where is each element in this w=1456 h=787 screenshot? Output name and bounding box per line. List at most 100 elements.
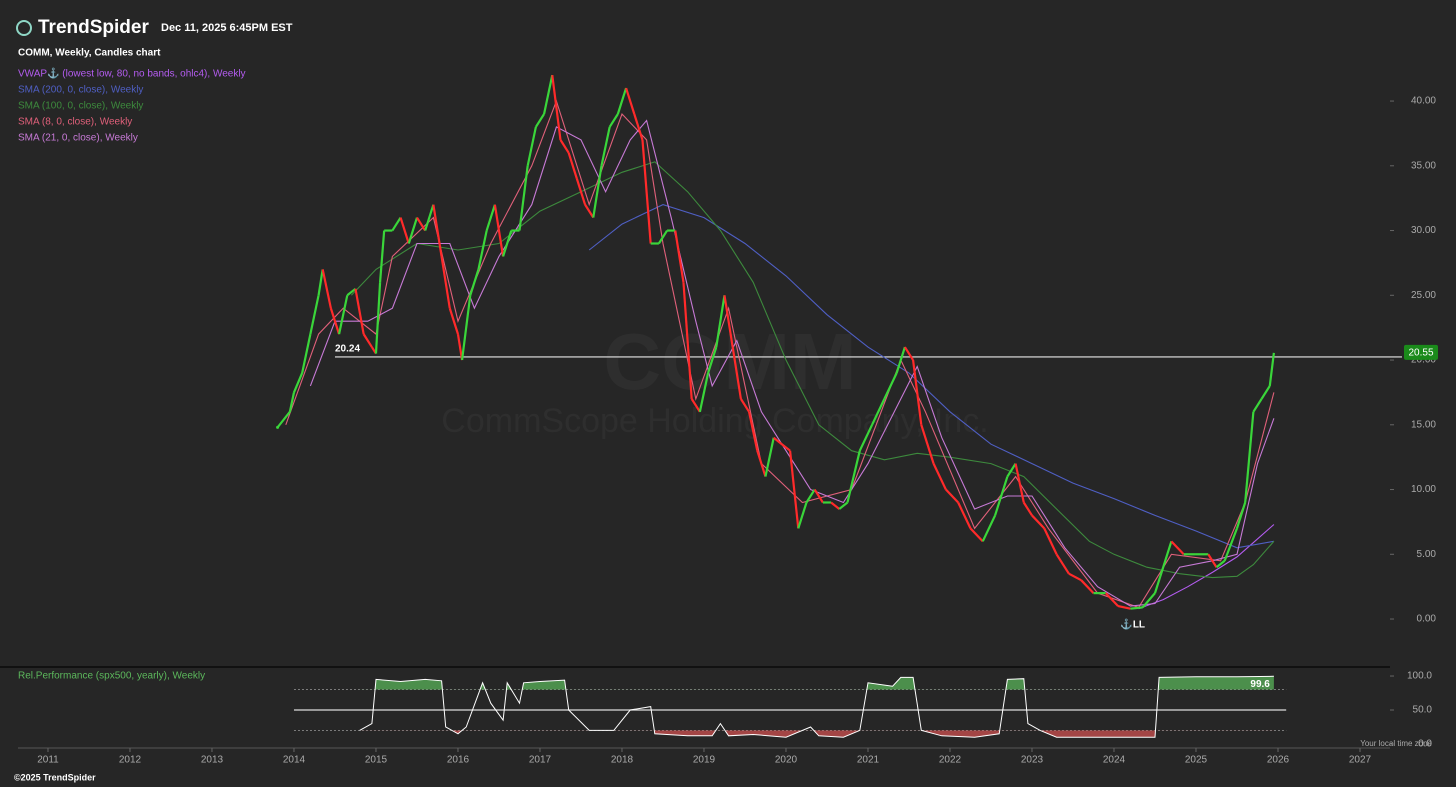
price-segment: [781, 443, 791, 452]
x-tick-label: 2020: [775, 755, 798, 766]
price-segment: [1080, 579, 1095, 594]
price-segment: [432, 204, 443, 257]
indicator-line: [309, 119, 1275, 607]
price-segment: [748, 411, 759, 451]
price-segment: [543, 74, 554, 115]
price-segment: [354, 288, 365, 335]
price-segment: [920, 424, 935, 464]
y-tick-label: 5.00: [1417, 549, 1437, 560]
price-segment: [1223, 527, 1239, 562]
y-tick-label: 25.00: [1411, 290, 1436, 301]
price-segment: [682, 282, 693, 399]
price-segment: [969, 527, 984, 543]
price-segment: [657, 229, 669, 245]
x-tick-label: 2011: [37, 755, 59, 766]
y-tick-label: 30.00: [1411, 225, 1436, 236]
price-segment: [374, 282, 382, 354]
watermark-name: CommScope Holding Company, Inc.: [441, 402, 988, 440]
price-segment: [1031, 514, 1046, 530]
x-tick-label: 2013: [201, 755, 224, 766]
timestamp: Dec 11, 2025 6:45PM EST: [161, 22, 293, 34]
y-tick-label: 100.0: [1407, 671, 1432, 682]
last-price-badge: [1404, 344, 1438, 360]
price-segment: [674, 230, 685, 283]
price-segment: [772, 436, 783, 446]
price-segment: [551, 75, 562, 141]
legend-entry: VWAP⚓ (lowest low, 80, no bands, ohlc4),…: [18, 67, 246, 80]
last-price-label: 20.55: [1408, 348, 1433, 359]
price-segment: [957, 502, 972, 529]
price-segment: [399, 217, 410, 244]
price-segment: [526, 126, 537, 167]
price-segment: [301, 333, 312, 374]
price-segment: [723, 295, 734, 348]
annotation: ⚓LL: [1120, 617, 1145, 630]
copyright: ©2025 TrendSpider: [14, 772, 96, 782]
price-segment: [1104, 592, 1119, 607]
price-segment: [1170, 540, 1185, 556]
price-segment: [616, 87, 628, 115]
price-segment: [485, 204, 496, 231]
price-segment: [981, 514, 997, 542]
x-tick-label: 2012: [119, 755, 142, 766]
price-segment: [518, 165, 529, 231]
price-segment: [1055, 553, 1070, 575]
price-segment: [1117, 605, 1131, 610]
price-segment: [456, 333, 464, 361]
price-segment: [502, 230, 513, 257]
price-segment: [469, 269, 480, 296]
price-segment: [625, 87, 636, 115]
price-segment: [1022, 501, 1033, 517]
price-segment: [1244, 411, 1255, 503]
price-segment: [1006, 463, 1017, 478]
price-segment: [584, 204, 595, 219]
price-segment: [477, 230, 488, 270]
price-segment: [1207, 553, 1218, 568]
price-segment: [321, 269, 332, 309]
x-tick-label: 2021: [857, 755, 880, 766]
x-tick-label: 2018: [611, 755, 634, 766]
legend-entry: SMA (100, 0, close), Weekly: [18, 101, 143, 112]
price-segment: [362, 333, 373, 348]
x-tick-label: 2025: [1185, 755, 1208, 766]
price-segment: [575, 178, 587, 205]
price-segment: [317, 269, 324, 296]
price-segment: [1215, 559, 1226, 569]
indicator-line: [1138, 524, 1275, 610]
price-segment: [493, 204, 505, 257]
price-segment: [764, 437, 775, 477]
price-segment: [416, 217, 427, 232]
logo-icon: [16, 20, 32, 36]
x-tick-label: 2026: [1267, 755, 1290, 766]
price-segment: [1068, 572, 1082, 582]
indicator-line: [588, 204, 1274, 549]
price-segment: [945, 488, 959, 504]
y-tick-label: 10.00: [1411, 484, 1436, 495]
x-tick-label: 2022: [939, 755, 962, 766]
price-segment: [448, 307, 460, 335]
price-segment: [838, 501, 849, 510]
timezone-note: Your local time zone: [1360, 739, 1432, 748]
y-tick-label: 0.00: [1417, 614, 1437, 625]
x-tick-label: 2027: [1349, 755, 1372, 766]
x-tick-label: 2017: [529, 755, 552, 766]
logo: [16, 20, 32, 36]
price-segment: [1141, 592, 1156, 609]
price-segment: [600, 126, 611, 167]
price-segment: [288, 392, 296, 413]
pane-title: Rel.Performance (spx500, yearly), Weekly: [18, 671, 205, 682]
price-segment: [707, 346, 718, 374]
price-segment: [440, 256, 451, 309]
legend-entry: SMA (21, 0, close), Weekly: [18, 133, 138, 144]
price-segment: [690, 398, 701, 413]
y-tick-label: 0.0: [1418, 739, 1432, 750]
price-segment: [1162, 541, 1173, 568]
price-segment: [715, 295, 726, 348]
chart-title: COMM, Weekly, Candles chart: [18, 48, 161, 59]
y-tick-label: 50.0: [1413, 705, 1433, 716]
price-segment: [805, 488, 816, 504]
price-segment: [608, 113, 619, 128]
price-segment: [883, 372, 898, 400]
